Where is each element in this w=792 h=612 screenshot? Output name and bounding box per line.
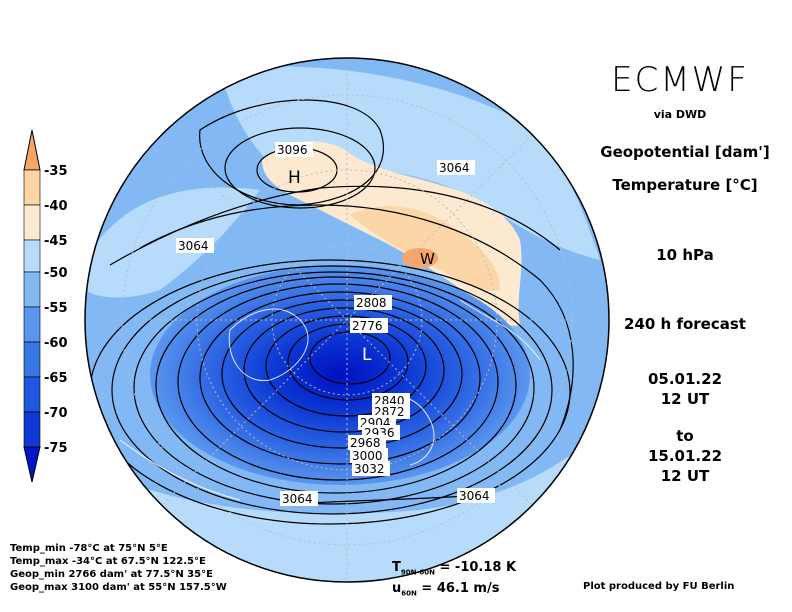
contour-label-bg <box>280 491 318 506</box>
field-temperature: Temperature [°C] <box>612 176 758 194</box>
contour-label: 2968 <box>350 436 381 450</box>
globe-border <box>84 57 610 583</box>
contour-label: 2808 <box>356 296 387 310</box>
colorbar-segment <box>23 204 41 241</box>
colorbar: -35 -40 -45 -50 -55 -60 -65 -70 -75 <box>23 129 68 483</box>
warm-marker: W <box>420 250 435 268</box>
forecast-lead: 240 h forecast <box>624 315 746 333</box>
contour-label-bg <box>437 160 475 175</box>
colorbar-segment <box>23 239 41 273</box>
u-value: = 46.1 m/s <box>421 580 500 596</box>
contour-label-bg <box>350 448 388 463</box>
contour-label: 3064 <box>459 489 490 503</box>
temperature-band <box>220 66 600 260</box>
t-value: = -10.18 K <box>439 560 517 575</box>
colorbar-tick: -45 <box>44 234 68 249</box>
data-source: via DWD <box>653 108 707 121</box>
colorbar-segment <box>23 411 41 448</box>
init-time: 12 UT <box>660 390 710 408</box>
indices-block: T90N-60N = -10.18 K u60N = 46.1 m/s <box>392 560 516 601</box>
colorbar-segment <box>23 376 41 413</box>
stats-block: Temp_min -78°C at 75°N 5°E Temp_max -34°… <box>10 542 227 594</box>
contour-label: 3064 <box>282 492 313 506</box>
init-date: 05.01.22 <box>647 370 723 388</box>
stat-line: Temp_min -78°C at 75°N 5°E <box>10 543 168 554</box>
t-symbol: T <box>392 560 401 575</box>
colorbar-tick: -65 <box>44 371 68 386</box>
colorbar-bottom-arrow <box>23 446 41 483</box>
colorbar-segment <box>23 271 41 308</box>
u-symbol: u <box>392 580 402 596</box>
colorbar-segment <box>23 306 41 343</box>
contour-label: 3064 <box>439 161 470 175</box>
contour-label: 2776 <box>352 319 383 333</box>
graticule <box>85 58 609 582</box>
contour-label: 3000 <box>352 449 383 463</box>
temperature-index: T90N-60N = -10.18 K <box>392 560 516 581</box>
colorbar-top-arrow <box>23 129 41 171</box>
valid-time: 12 UT <box>660 467 710 485</box>
colorbar-segment <box>23 169 41 206</box>
colorbar-tick: -75 <box>44 441 68 456</box>
colorbar-tick: -55 <box>44 301 68 316</box>
colorbar-tick: -70 <box>44 406 68 421</box>
contour-label-bg <box>350 318 388 333</box>
contour-label: 3064 <box>178 239 209 253</box>
colorbar-segment <box>23 341 41 378</box>
globe <box>85 58 609 582</box>
colorbar-tick: -40 <box>44 199 68 214</box>
contour-label-bg <box>176 238 214 253</box>
colorbar-tick: -50 <box>44 266 68 281</box>
contour-label-bg <box>275 142 313 157</box>
high-marker: H <box>288 168 301 188</box>
contour-label-bg <box>354 295 392 310</box>
contour-label: 3032 <box>354 462 385 476</box>
colorbar-tick: -35 <box>44 164 68 179</box>
t-subscript: 90N-60N <box>400 568 435 577</box>
field-geopotential: Geopotential [dam'] <box>600 143 770 161</box>
contour-label-bg <box>352 461 390 476</box>
wind-index: u60N = 46.1 m/s <box>392 581 516 602</box>
low-marker: L <box>362 345 372 365</box>
pressure-level: 10 hPa <box>656 246 714 264</box>
contour-label-bg <box>457 488 495 503</box>
u-subscript: 60N <box>401 589 417 598</box>
warm-core <box>402 248 438 268</box>
model-title: ECMWF <box>611 60 749 100</box>
contour-label-bg <box>348 435 386 450</box>
contour-labels: 3096 3064 3064 3064 3064 2808 2776 2840 … <box>176 142 495 506</box>
stat-line: Geop_max 3100 dam' at 55°N 157.5°W <box>10 582 227 593</box>
stat-line: Geop_min 2766 dam' at 77.5°N 35°E <box>10 569 213 580</box>
contour-label: 3096 <box>277 143 308 157</box>
to-label: to <box>676 427 694 445</box>
colorbar-tick: -60 <box>44 336 68 351</box>
stat-line: Temp_max -34°C at 67.5°N 122.5°E <box>10 556 206 567</box>
credit: Plot produced by FU Berlin <box>583 581 735 592</box>
valid-date: 15.01.22 <box>647 447 723 465</box>
